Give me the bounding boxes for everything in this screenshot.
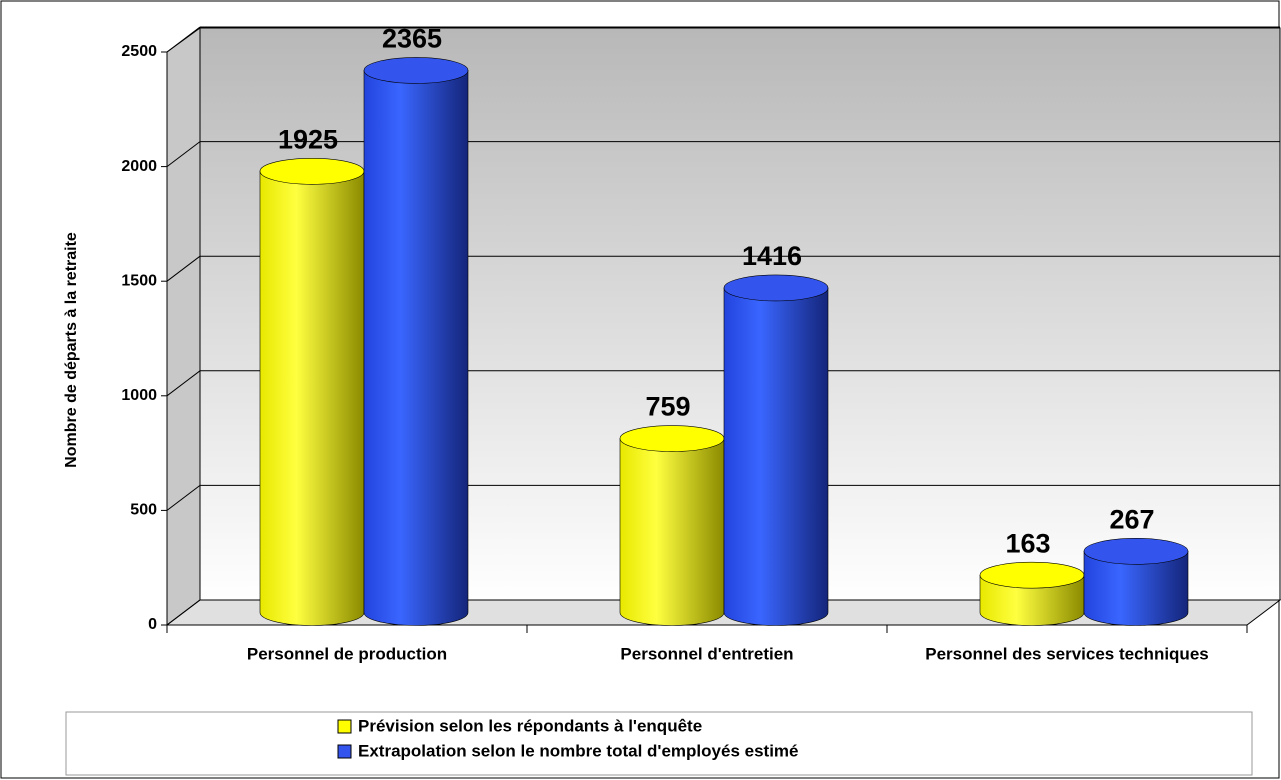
data-label: 163: [1005, 528, 1050, 558]
legend: [65, 711, 1253, 776]
bar-top: [259, 157, 365, 185]
bar-top: [619, 425, 725, 452]
bar-top: [979, 561, 1085, 589]
y-tick-label: 2000: [121, 158, 157, 175]
data-label: 759: [645, 392, 690, 422]
legend-swatch: [337, 719, 352, 734]
x-tick-label: Personnel des services techniques: [925, 644, 1208, 663]
legend-label: Prévision selon les répondants à l'enquê…: [358, 716, 702, 735]
data-label: 1416: [742, 241, 802, 271]
data-label: 2365: [382, 24, 442, 54]
side-grid: [166, 599, 201, 626]
side-grid: [166, 485, 201, 511]
side-grid: [166, 26, 201, 53]
y-tick-label: 500: [130, 502, 157, 519]
bar: [723, 287, 829, 626]
bar: [363, 70, 469, 626]
bar: [259, 170, 365, 626]
y-tick-label: 1000: [121, 387, 157, 404]
data-label: 1925: [278, 124, 338, 154]
bar-top: [723, 274, 829, 302]
bar: [619, 438, 725, 626]
bar-top: [363, 57, 469, 84]
y-tick-label: 2500: [121, 43, 157, 60]
bar-top: [1083, 538, 1189, 565]
y-axis-label: Nombre de départs à la retraite: [63, 232, 80, 468]
bar: [979, 574, 1085, 626]
side-grid: [166, 255, 201, 282]
side-grid: [166, 370, 201, 397]
legend-swatch: [337, 744, 352, 759]
bar: [1083, 551, 1189, 626]
y-tick-label: 1500: [121, 272, 157, 289]
side-wall: [166, 27, 201, 627]
legend-label: Extrapolation selon le nombre total d'em…: [358, 741, 798, 760]
x-tick-label: Personnel de production: [247, 644, 447, 663]
data-label: 267: [1109, 504, 1154, 534]
y-tick-label: 0: [148, 616, 157, 633]
x-tick-label: Personnel d'entretien: [620, 644, 793, 663]
side-grid: [166, 141, 201, 167]
